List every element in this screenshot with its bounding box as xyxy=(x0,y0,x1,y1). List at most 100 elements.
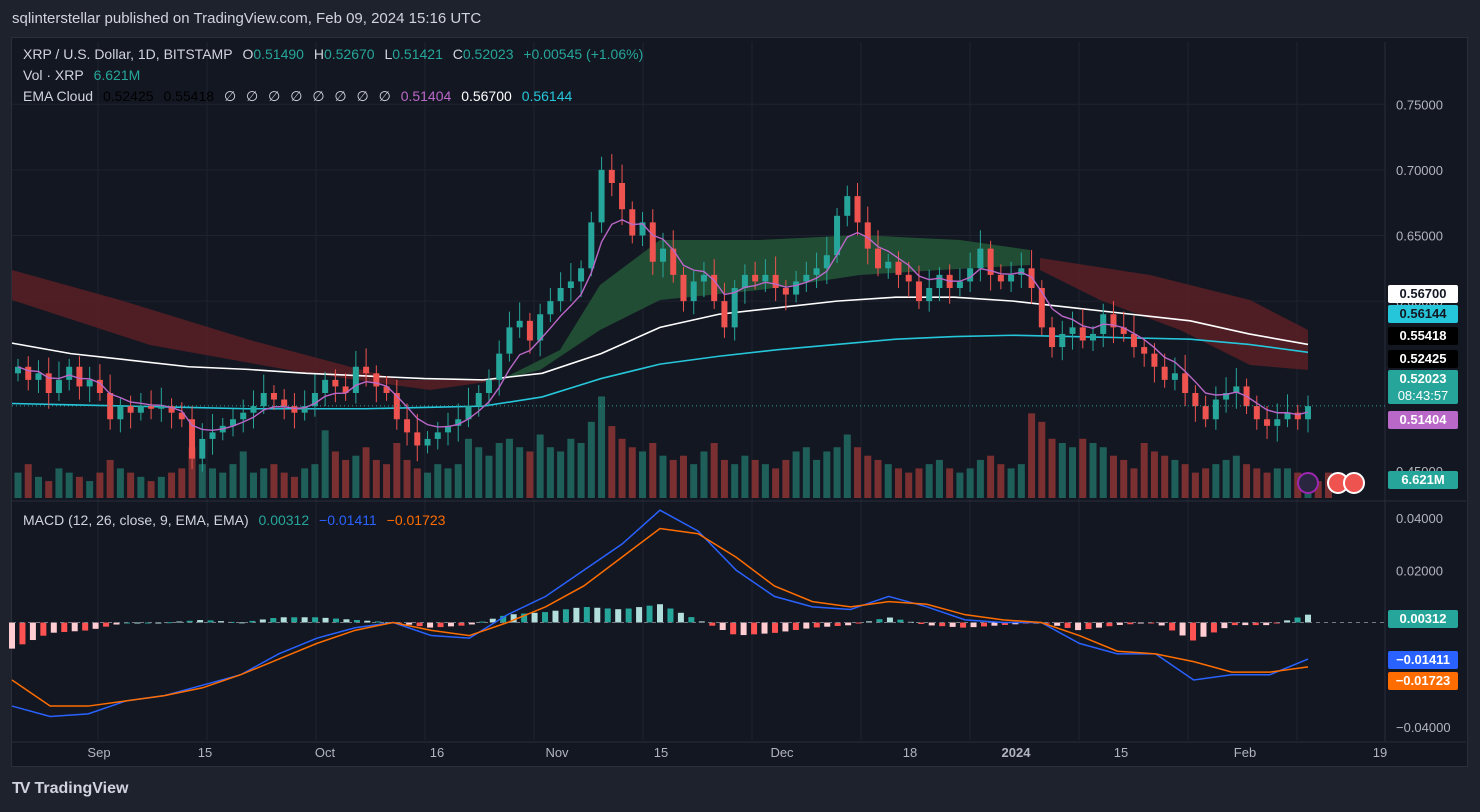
ema-empty-0: ∅ xyxy=(223,88,237,104)
macd-histogram-bar xyxy=(510,614,517,623)
volume-bar xyxy=(628,447,636,498)
macd-histogram-bar xyxy=(771,622,778,633)
macd-histogram-bar xyxy=(312,617,319,623)
volume-bar xyxy=(690,464,698,498)
volume-bar xyxy=(874,459,882,498)
symbol-title[interactable]: XRP / U.S. Dollar, 1D, BITSTAMP xyxy=(23,46,233,62)
volume-bar xyxy=(1212,464,1220,498)
candle-body xyxy=(496,353,503,380)
time-tick-label: 2024 xyxy=(1002,745,1032,760)
price-tick-label: 0.70000 xyxy=(1396,163,1443,178)
candle-body xyxy=(332,379,339,387)
volume-bar xyxy=(639,451,647,498)
candle-body xyxy=(567,281,574,288)
macd-histogram-bar xyxy=(1190,622,1197,641)
macd-histogram-bar xyxy=(61,622,68,632)
volume-bar xyxy=(229,464,237,498)
candle-body xyxy=(598,169,605,223)
flash-icon[interactable] xyxy=(1297,472,1319,494)
candle-body xyxy=(926,288,933,302)
volume-bar xyxy=(321,430,329,498)
volume-bar xyxy=(598,396,606,498)
ema-value-4: 0.56700 xyxy=(461,88,512,104)
volume-bar xyxy=(270,464,278,498)
candle-body xyxy=(547,301,554,315)
candle-body xyxy=(741,274,748,288)
candle-body xyxy=(1141,347,1148,354)
macd-histogram-bar xyxy=(1200,622,1207,637)
macd-tick-label: 0.04000 xyxy=(1396,511,1443,526)
symbol-legend: XRP / U.S. Dollar, 1D, BITSTAMP O0.51490… xyxy=(23,46,649,62)
candle-body xyxy=(762,274,769,282)
time-tick-label: Nov xyxy=(545,745,569,760)
ema-fast-tag: 0.51404 xyxy=(1388,411,1458,429)
volume-bar xyxy=(434,464,442,498)
macd-label[interactable]: MACD (12, 26, close, 9, EMA, EMA) xyxy=(23,512,249,528)
macd-histogram-bar xyxy=(855,622,862,624)
volume-bar xyxy=(45,481,53,498)
high-label: H xyxy=(313,46,324,62)
macd-histogram-bar xyxy=(981,622,987,627)
candle-body xyxy=(209,432,216,439)
time-tick-label: 19 xyxy=(1373,745,1387,760)
volume-label[interactable]: Vol · XRP xyxy=(23,67,84,83)
ema-empty-6: ∅ xyxy=(356,88,369,104)
macd-histogram-bar xyxy=(792,622,799,630)
candle-body xyxy=(45,373,52,393)
macd-histogram-bar xyxy=(573,607,580,623)
volume-bar xyxy=(669,459,677,498)
volume-bar xyxy=(608,426,616,498)
time-tick-label: Sep xyxy=(87,745,110,760)
volume-bar xyxy=(935,459,943,498)
candle-body xyxy=(1202,406,1209,420)
macd-histogram-bar xyxy=(677,612,684,623)
candle-body xyxy=(373,373,380,387)
volume-bar xyxy=(1028,413,1036,498)
macd-histogram-bar xyxy=(667,608,674,623)
candle-body xyxy=(96,379,103,393)
volume-bar xyxy=(393,443,401,498)
macd-histogram-bar xyxy=(531,612,538,623)
ema-label[interactable]: EMA Cloud xyxy=(23,88,94,104)
candle-body xyxy=(629,209,636,236)
candle-body xyxy=(311,393,318,407)
macd-histogram-bar xyxy=(876,619,883,623)
macd-histogram-bar xyxy=(542,612,549,623)
macd-histogram-bar xyxy=(186,620,193,623)
close-label: C xyxy=(452,46,463,62)
candle-body xyxy=(240,412,247,420)
time-tick-label: Dec xyxy=(770,745,794,760)
macd-histogram-bar xyxy=(343,619,350,623)
volume-bar xyxy=(14,472,22,498)
macd-histogram-bar xyxy=(218,621,225,623)
candle-body xyxy=(1038,288,1045,328)
us-flag-icon-2[interactable] xyxy=(1343,472,1365,494)
macd-histogram-bar xyxy=(1054,622,1061,626)
volume-bar xyxy=(792,451,800,498)
candle-body xyxy=(1130,333,1137,348)
volume-bar xyxy=(495,443,503,498)
candle-body xyxy=(1253,406,1260,420)
tradingview-footer[interactable]: TV TradingView xyxy=(12,780,128,798)
candle-body xyxy=(1018,268,1025,275)
volume-bar xyxy=(403,459,411,498)
macd-histogram-bar xyxy=(782,622,789,632)
candle-body xyxy=(1192,393,1199,407)
macd-histogram-bar xyxy=(698,621,705,623)
volume-value: 6.621M xyxy=(93,67,141,83)
macd-histogram-bar xyxy=(740,622,747,636)
volume-bar xyxy=(894,468,902,498)
ema-empty-4: ∅ xyxy=(312,88,325,104)
low-value: 0.51421 xyxy=(392,46,443,62)
candle-body xyxy=(25,366,32,380)
candle-body xyxy=(526,320,533,341)
volume-bar xyxy=(997,464,1005,498)
volume-bar xyxy=(475,447,483,498)
candle-body xyxy=(260,393,267,407)
ema-white-line xyxy=(11,296,1309,381)
volume-bar xyxy=(485,455,493,498)
ema-empty-5: ∅ xyxy=(334,88,347,104)
volume-bar xyxy=(260,468,268,498)
volume-bar xyxy=(209,468,217,498)
